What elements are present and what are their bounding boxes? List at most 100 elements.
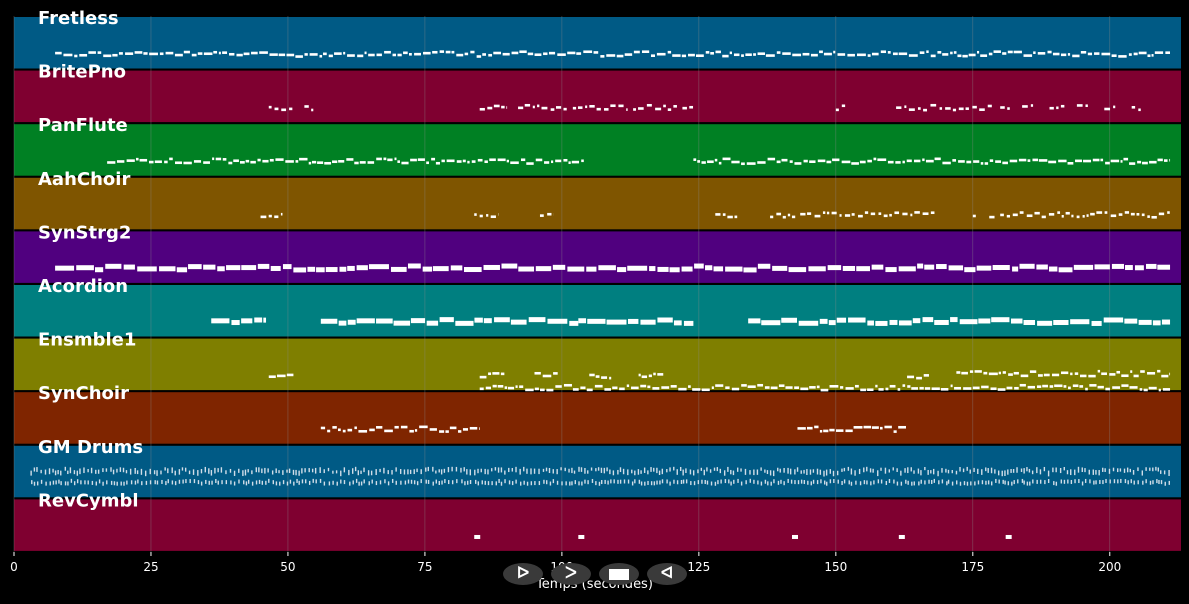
note <box>580 386 586 390</box>
drum-hit <box>391 470 393 475</box>
note <box>814 214 821 218</box>
drum-hit <box>282 480 285 485</box>
drum-hit <box>900 470 902 476</box>
note <box>1043 373 1050 377</box>
note <box>474 534 481 539</box>
drum-hit <box>790 479 793 484</box>
note <box>722 213 726 216</box>
note <box>1005 534 1012 539</box>
note <box>1158 388 1161 392</box>
drum-hit <box>848 480 850 485</box>
drum-hit <box>676 480 679 485</box>
note <box>980 54 988 57</box>
drum-hit <box>653 481 656 486</box>
drum-hit <box>451 480 454 485</box>
drum-hit <box>97 469 100 474</box>
rewind-button[interactable]: ᐊ <box>647 563 687 585</box>
note <box>871 426 879 429</box>
note <box>1165 51 1170 54</box>
drum-hit <box>271 470 274 475</box>
drum-hit <box>530 481 533 486</box>
note <box>1094 52 1100 55</box>
drum-hit <box>956 480 958 485</box>
drum-hit <box>1004 470 1006 476</box>
note <box>280 212 283 216</box>
drum-hit <box>617 479 619 484</box>
note <box>875 384 878 388</box>
drum-hit <box>1023 468 1025 474</box>
drum-hit <box>229 468 232 473</box>
drum-hit <box>413 480 416 485</box>
drum-hit <box>787 467 789 474</box>
drum-hit <box>1113 479 1116 484</box>
note <box>707 160 714 164</box>
drum-hit <box>843 467 846 472</box>
drum-hit <box>1063 466 1065 471</box>
note <box>934 319 949 325</box>
note <box>1151 215 1157 219</box>
drum-hit <box>985 467 987 472</box>
note <box>1124 318 1138 324</box>
note <box>705 265 713 271</box>
drum-hit <box>607 480 609 485</box>
drum-hit <box>438 469 440 473</box>
drum-hit <box>193 479 196 484</box>
note <box>270 265 281 271</box>
drum-hit <box>1142 480 1144 485</box>
drum-hit <box>947 479 950 484</box>
note <box>435 161 440 165</box>
drum-hit <box>797 480 800 485</box>
drum-hit <box>161 479 163 484</box>
note <box>823 429 829 433</box>
drum-hit <box>384 479 386 484</box>
drum-hit <box>463 467 465 472</box>
note <box>1088 374 1096 378</box>
note <box>782 52 791 55</box>
note <box>627 318 639 324</box>
note <box>722 54 729 58</box>
note <box>697 160 701 163</box>
drum-hit <box>438 481 440 486</box>
drum-hit <box>487 481 490 486</box>
drum-hit <box>167 479 169 484</box>
drum-hit <box>1102 480 1104 485</box>
note <box>1036 264 1048 270</box>
note <box>165 51 174 55</box>
note <box>1111 54 1117 57</box>
note <box>809 386 816 389</box>
note <box>482 53 487 56</box>
drum-hit <box>638 479 641 484</box>
note <box>286 53 295 57</box>
drum-hit <box>1020 468 1023 472</box>
drum-hit <box>469 469 472 476</box>
note <box>1157 264 1171 270</box>
note <box>506 106 508 109</box>
play-button[interactable]: ᐅ <box>503 563 543 585</box>
note <box>965 107 969 110</box>
drum-hit <box>682 469 684 476</box>
note <box>1116 370 1121 374</box>
note <box>638 373 641 377</box>
stop-button[interactable] <box>599 563 639 585</box>
note <box>981 385 989 389</box>
note <box>501 263 518 269</box>
drum-hit <box>447 467 450 473</box>
note <box>546 388 554 392</box>
drum-hit <box>1129 468 1131 473</box>
drum-hit <box>67 470 69 475</box>
note <box>673 320 682 326</box>
note <box>669 267 680 273</box>
note <box>572 388 579 391</box>
drum-hit <box>1099 479 1101 484</box>
note <box>553 372 558 375</box>
drum-hit <box>770 481 772 486</box>
drum-hit <box>410 479 413 484</box>
note <box>367 161 375 164</box>
note <box>403 51 408 55</box>
drum-hit <box>52 480 55 485</box>
note <box>1137 160 1142 164</box>
note <box>515 385 518 388</box>
drum-hit <box>676 469 678 475</box>
note <box>638 107 644 110</box>
fast-forward-button[interactable]: ᐳ <box>551 563 591 585</box>
